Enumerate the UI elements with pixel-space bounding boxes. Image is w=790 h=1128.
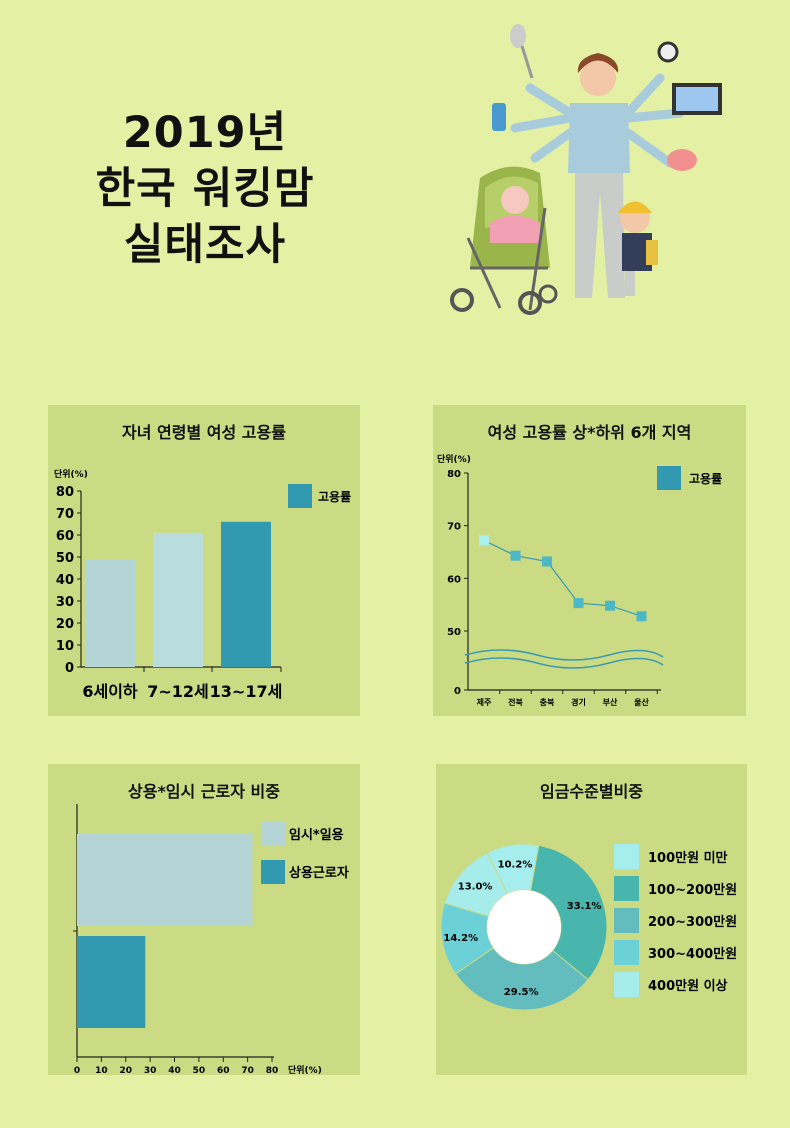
x-tick-label: 제주 bbox=[477, 697, 492, 707]
legend-label: 임시*일용 bbox=[289, 827, 344, 843]
x-tick-label: 40 bbox=[168, 1066, 181, 1075]
unit-label: 단위(%) bbox=[288, 1064, 322, 1075]
donut-chart-wage-level: 10.2% 33.1% 29.5% 14.2% 13.0% 100만원 미만 100~200… bbox=[440, 843, 737, 1011]
x-tick-label: 20 bbox=[119, 1066, 132, 1075]
x-tick-label: 50 bbox=[193, 1066, 206, 1075]
chart-panel-regional-employment: 여성 고용률 상*하위 6개 지역 단위(%) 0 50 60 70 80 제주 전북 충북 경기… bbox=[433, 405, 746, 716]
data-point bbox=[636, 611, 647, 622]
legend-label: 100만원 미만 bbox=[648, 850, 728, 866]
x-tick-label: 전북 bbox=[508, 697, 523, 707]
data-point bbox=[510, 550, 521, 561]
legend-swatch bbox=[614, 908, 639, 933]
bar bbox=[221, 521, 271, 667]
x-tick-label: 6세이하 bbox=[82, 682, 138, 701]
bar bbox=[85, 559, 135, 667]
unit-label: 단위(%) bbox=[437, 453, 471, 465]
x-tick-label: 80 bbox=[266, 1066, 279, 1075]
unit-label: 단위(%) bbox=[54, 468, 88, 480]
y-tick-label: 50 bbox=[56, 551, 74, 566]
y-tick-label: 0 bbox=[65, 661, 74, 676]
x-tick-label: 경기 bbox=[571, 697, 586, 707]
x-tick-label: 부산 bbox=[603, 697, 618, 707]
y-tick-label: 50 bbox=[447, 627, 461, 638]
bar bbox=[77, 936, 146, 1028]
y-tick-label: 60 bbox=[56, 529, 74, 544]
chart-panel-employment-by-child-age: 자녀 연령별 여성 고용률 단위(%) 0 10 20 30 40 50 60 70 80 6세이하… bbox=[48, 405, 360, 716]
legend-swatch bbox=[614, 876, 639, 901]
legend-swatch bbox=[261, 822, 285, 846]
y-tick-label: 0 bbox=[454, 686, 461, 697]
legend-swatch bbox=[614, 972, 639, 997]
data-point bbox=[542, 556, 552, 567]
line-chart-regions: 단위(%) 0 50 60 70 80 제주 전북 충북 경기 부산 울산 고용률 bbox=[437, 453, 722, 707]
donut-hole bbox=[487, 890, 561, 964]
slice-value-label: 13.0% bbox=[458, 882, 493, 893]
x-tick-label: 13~17세 bbox=[210, 682, 283, 701]
x-tick-label: 울산 bbox=[634, 697, 649, 707]
slice-value-label: 33.1% bbox=[567, 901, 602, 912]
slice-value-label: 10.2% bbox=[498, 860, 533, 871]
title-line-2: 한국 워킹맘 bbox=[95, 164, 315, 214]
legend-label: 300~400만원 bbox=[648, 946, 737, 962]
legend-label: 상용근로자 bbox=[289, 865, 349, 881]
y-tick-label: 30 bbox=[56, 595, 74, 610]
legend-swatch bbox=[614, 844, 639, 869]
y-tick-label: 80 bbox=[56, 485, 74, 500]
x-tick-label: 7~12세 bbox=[147, 682, 209, 701]
x-tick-label: 충북 bbox=[540, 697, 555, 707]
title-line-3: 실태조사 bbox=[123, 220, 287, 270]
page-title: 2019년 한국 워킹맘 실태조사 bbox=[60, 105, 350, 273]
legend-label: 400만원 이상 bbox=[648, 978, 728, 994]
chart-panel-worker-type-share: 상용*임시 근로자 비중 0 10 20 30 40 50 60 70 80 단위(%) 임시*일용… bbox=[48, 764, 360, 1075]
y-tick-label: 10 bbox=[56, 639, 74, 654]
title-line-1: 2019년 bbox=[122, 108, 288, 158]
data-point bbox=[479, 535, 489, 546]
legend-label: 200~300만원 bbox=[648, 914, 737, 930]
y-tick-label: 20 bbox=[56, 617, 74, 632]
y-tick-label: 40 bbox=[56, 573, 74, 588]
working-mom-illustration bbox=[450, 24, 722, 315]
slice-value-label: 29.5% bbox=[504, 987, 539, 998]
x-tick-label: 60 bbox=[217, 1066, 230, 1075]
legend-label: 고용률 bbox=[318, 489, 351, 504]
series-line bbox=[483, 539, 642, 617]
y-tick-label: 80 bbox=[447, 469, 461, 480]
slice-value-label: 14.2% bbox=[443, 933, 478, 944]
legend-swatch bbox=[614, 940, 639, 965]
y-tick-label: 70 bbox=[56, 507, 74, 522]
legend-swatch bbox=[288, 484, 312, 508]
bar bbox=[153, 532, 203, 667]
working-mom-multitasking-icon bbox=[450, 24, 722, 315]
chart-title: 자녀 연령별 여성 고용률 bbox=[122, 423, 286, 442]
legend-swatch bbox=[657, 466, 681, 490]
y-tick-label: 70 bbox=[447, 522, 461, 533]
y-tick-label: 60 bbox=[447, 574, 461, 585]
bar-chart-child-age: 단위(%) 0 10 20 30 40 50 60 70 80 6세이하 7~12세 13~17세 고용률 bbox=[54, 468, 351, 701]
axis-break-line bbox=[464, 657, 664, 669]
chart-title: 임금수준별비중 bbox=[539, 782, 644, 801]
legend-swatch bbox=[261, 860, 285, 884]
x-tick-label: 70 bbox=[241, 1066, 254, 1075]
x-tick-label: 0 bbox=[74, 1066, 80, 1075]
bar bbox=[77, 834, 253, 926]
data-point bbox=[573, 598, 584, 609]
axis-break-line bbox=[464, 649, 664, 661]
x-tick-label: 10 bbox=[95, 1066, 108, 1075]
chart-title: 상용*임시 근로자 비중 bbox=[128, 782, 280, 801]
data-point bbox=[605, 600, 615, 611]
chart-title: 여성 고용률 상*하위 6개 지역 bbox=[487, 423, 692, 442]
legend-label: 100~200만원 bbox=[648, 882, 737, 898]
legend-label: 고용률 bbox=[689, 471, 722, 486]
x-tick-label: 30 bbox=[144, 1066, 157, 1075]
chart-panel-wage-level-share: 임금수준별비중 10.2% 33.1% 29.5% 14.2% 13.0% 100만원 미… bbox=[436, 764, 747, 1075]
